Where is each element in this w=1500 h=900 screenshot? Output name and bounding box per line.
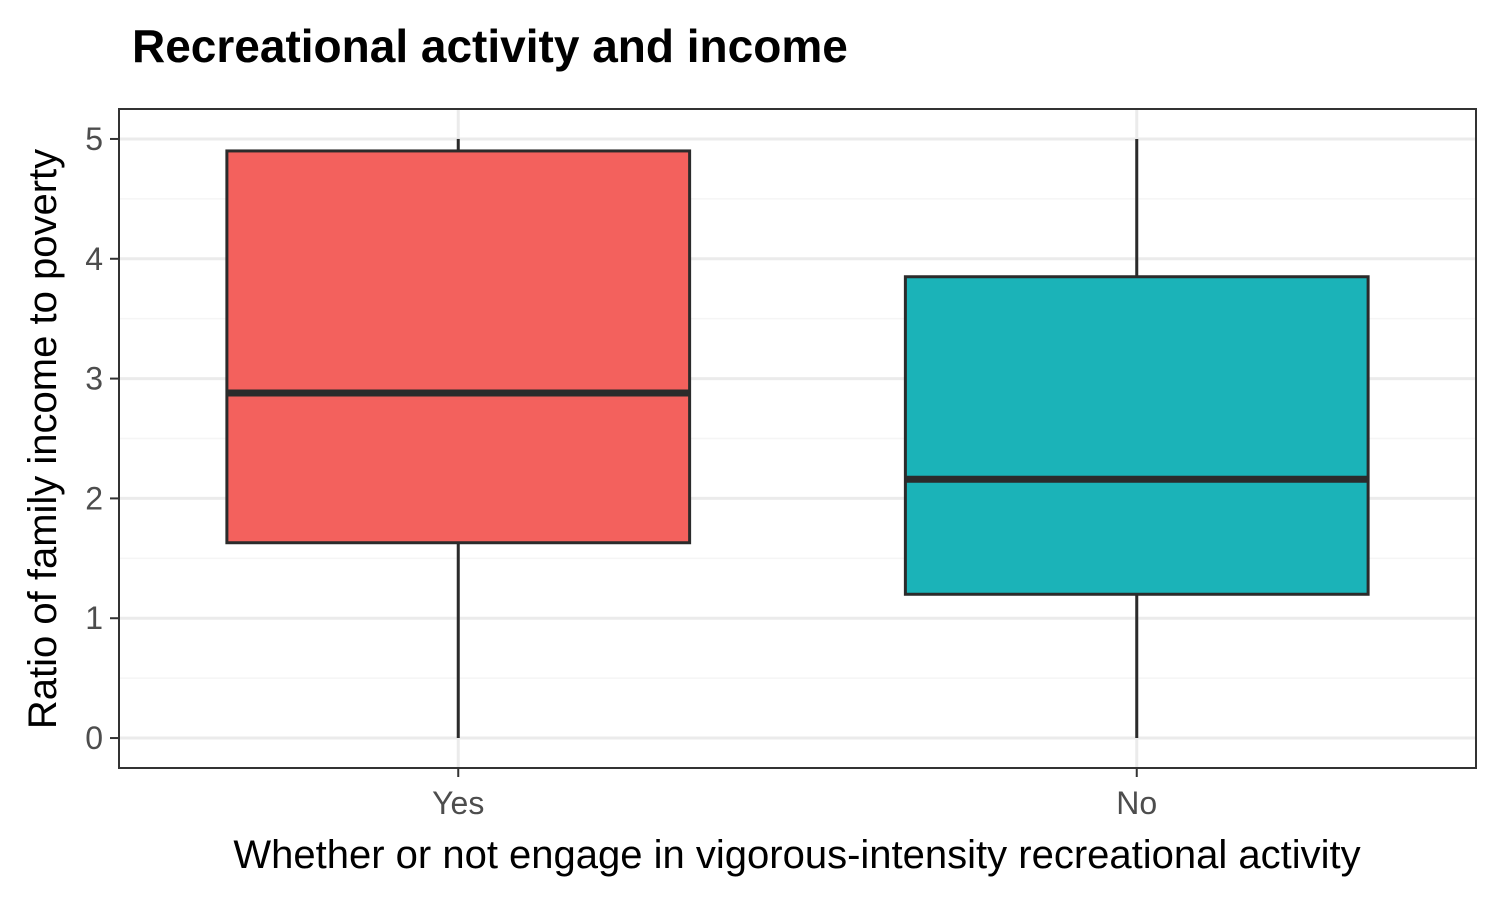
box-iqr <box>225 149 692 545</box>
y-tick-label: 2 <box>85 480 103 516</box>
y-tick-label: 3 <box>85 361 103 397</box>
boxplot-no <box>903 138 1370 739</box>
x-tick-label: Yes <box>432 785 484 821</box>
x-axis-title: Whether or not engage in vigorous-intens… <box>233 833 1360 877</box>
y-tick-label: 4 <box>85 241 103 277</box>
boxplot-yes <box>225 138 692 739</box>
plot-panel: 0 1 2 3 4 5 Yes No <box>85 108 1477 821</box>
y-axis-title: Ratio of family income to poverty <box>21 149 65 729</box>
x-tick-label: No <box>1116 785 1157 821</box>
y-tick-label: 0 <box>85 720 103 756</box>
panel-border <box>118 108 1477 769</box>
y-tick-label: 1 <box>85 600 103 636</box>
chart-title: Recreational activity and income <box>132 20 848 72</box>
box-iqr <box>903 275 1370 596</box>
y-tick-label: 5 <box>85 121 103 157</box>
